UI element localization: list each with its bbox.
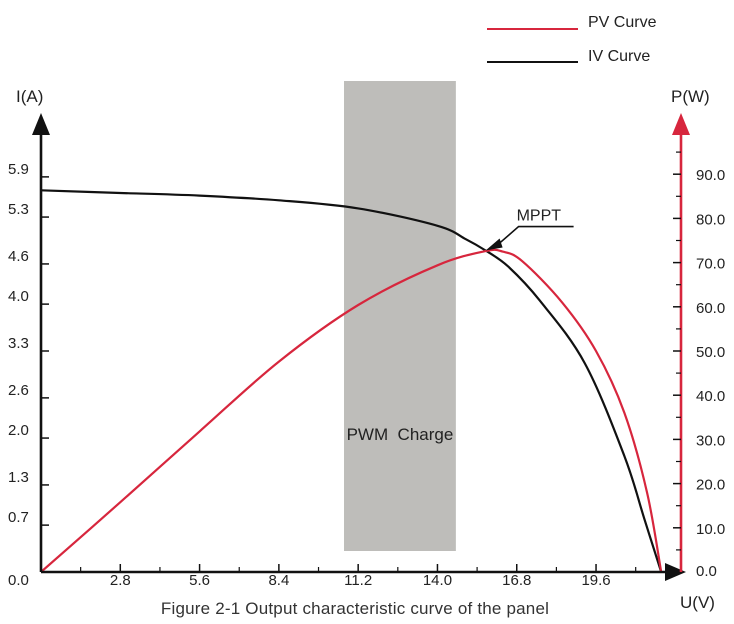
x-tick-label: 5.6 bbox=[189, 572, 210, 589]
mppt-arrowhead bbox=[485, 238, 503, 251]
left-y-tick-label: 2.0 bbox=[8, 422, 29, 439]
right-y-tick-label: 20.0 bbox=[696, 477, 725, 494]
x-tick-label: 0.0 bbox=[8, 572, 29, 589]
right-y-tick-label: 30.0 bbox=[696, 432, 725, 449]
left-y-tick-label: 0.7 bbox=[8, 509, 29, 526]
left-y-axis-arrow bbox=[32, 113, 50, 135]
left-y-tick-label: 4.6 bbox=[8, 248, 29, 265]
right-y-tick-label: 80.0 bbox=[696, 211, 725, 228]
left-y-tick-label: 5.9 bbox=[8, 161, 29, 178]
left-y-tick-group: 0.7 1.3 2.0 2.6 3.3 4.0 4.6 5.3 5.9 bbox=[8, 161, 49, 526]
x-tick-label: 2.8 bbox=[110, 572, 131, 589]
x-tick-label: 16.8 bbox=[502, 572, 531, 589]
left-y-tick-label: 1.3 bbox=[8, 469, 29, 486]
right-y-tick-label: 60.0 bbox=[696, 300, 725, 317]
x-axis-title: U(V) bbox=[680, 593, 715, 612]
left-y-tick-label: 2.6 bbox=[8, 382, 29, 399]
legend-pv-label: PV Curve bbox=[588, 14, 657, 31]
legend-iv-label: IV Curve bbox=[588, 48, 650, 65]
mppt-label: MPPT bbox=[517, 208, 562, 225]
legend: PV Curve IV Curve bbox=[487, 14, 657, 65]
x-tick-label: 11.2 bbox=[344, 572, 372, 589]
mppt-leader-line bbox=[495, 225, 574, 248]
pwm-charge-region bbox=[344, 81, 456, 551]
right-y-tick-label: 0.0 bbox=[696, 563, 717, 580]
figure-caption: Figure 2-1 Output characteristic curve o… bbox=[161, 599, 549, 618]
left-y-tick-label: 5.3 bbox=[8, 201, 29, 218]
x-tick-label: 19.6 bbox=[581, 572, 610, 589]
left-y-tick-label: 3.3 bbox=[8, 335, 29, 352]
pwm-charge-label: PWM Charge bbox=[347, 425, 454, 444]
iv-curve-line bbox=[41, 189, 663, 572]
right-y-tick-label: 70.0 bbox=[696, 256, 725, 273]
right-y-tick-label: 90.0 bbox=[696, 167, 725, 184]
right-y-tick-label: 40.0 bbox=[696, 388, 725, 405]
x-tick-label: 14.0 bbox=[423, 572, 452, 589]
right-y-tick-group: 0.0 10.0 20.0 30.0 40.0 50.0 60.0 70.0 80.0 90.0 bbox=[673, 151, 725, 580]
right-y-axis-title: P(W) bbox=[671, 87, 710, 106]
right-y-tick-label: 10.0 bbox=[696, 521, 725, 538]
right-y-tick-label: 50.0 bbox=[696, 344, 725, 361]
x-tick-label: 8.4 bbox=[268, 572, 289, 589]
right-y-axis-arrow bbox=[672, 113, 690, 135]
pv-curve-line bbox=[41, 248, 663, 572]
x-tick-group: 0.0 2.8 5.6 8.4 11.2 14.0 16.8 19.6 bbox=[8, 564, 637, 589]
left-y-tick-label: 4.0 bbox=[8, 288, 29, 305]
x-axis-arrow bbox=[665, 563, 686, 581]
left-y-axis-title: I(A) bbox=[16, 87, 43, 106]
